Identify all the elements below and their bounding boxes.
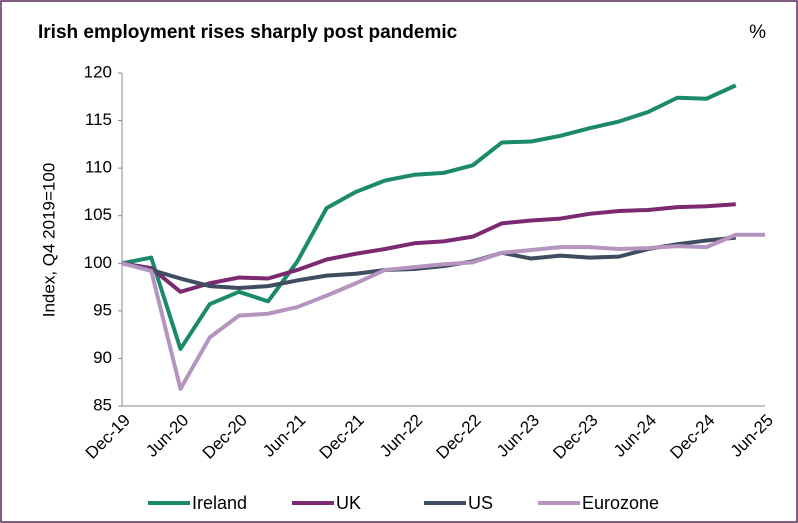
legend-label: Ireland [192,493,247,513]
series-line [121,83,737,351]
legend-label: US [468,493,493,513]
legend-label: UK [336,493,361,513]
y-tick-label: 85 [93,395,112,414]
y-tick-label: 90 [93,348,112,367]
series-line [121,232,765,391]
series-line [121,202,736,294]
legend-label: Eurozone [582,493,659,513]
y-tick-label: 115 [85,110,112,129]
y-tick-label: 100 [84,253,112,272]
y-tick-label: 95 [93,300,112,319]
unit-label: % [749,22,766,43]
y-axis-label: Index, Q4 2019=100 [39,163,58,318]
y-tick-label: 120 [84,62,112,81]
y-tick-label: 105 [84,205,112,224]
y-tick-label: 110 [85,158,112,177]
chart-title: Irish employment rises sharply post pand… [38,22,458,43]
